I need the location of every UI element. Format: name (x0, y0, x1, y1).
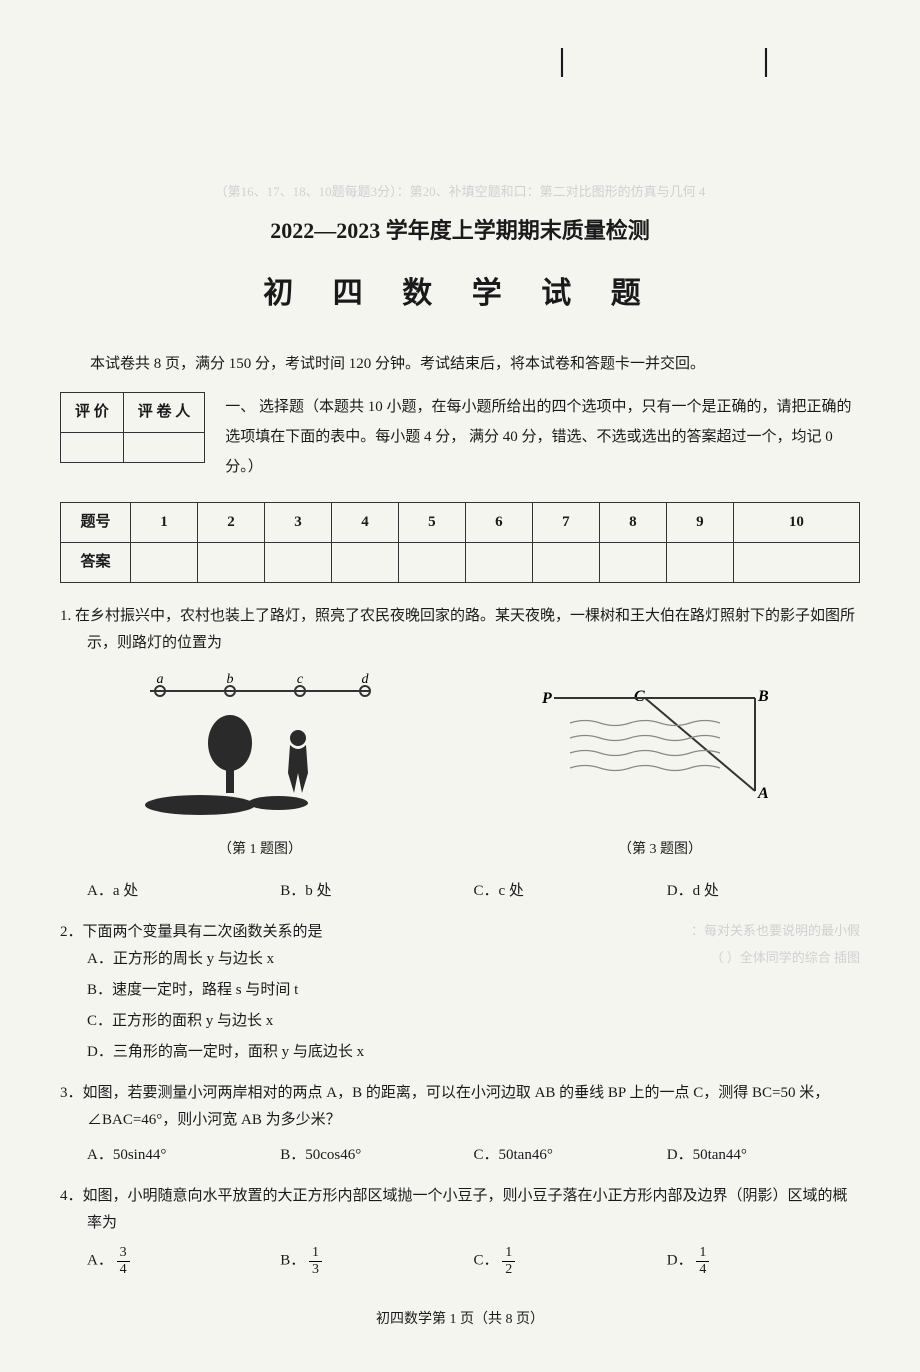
answer-value-row: 答案 (61, 542, 860, 582)
section1-header-row: 评 价 评 卷 人 一、 选择题（本题共 10 小题，在每小题所给出的四个选项中… (60, 392, 860, 482)
ans-10 (733, 542, 859, 582)
q3-options: A．50sin44° B．50cos46° C．50tan46° D．50tan… (60, 1142, 860, 1169)
question-4: 4．如图，小明随意向水平放置的大正方形内部区域抛一个小豆子，则小豆子落在小正方形… (60, 1183, 860, 1277)
q3-opt-d: D．50tan44° (667, 1142, 860, 1169)
q2-opt-c: C．正方形的面积 y 与边长 x (87, 1008, 860, 1035)
q4-opt-a: A． 3 4 (87, 1245, 280, 1277)
q4-text: 4．如图，小明随意向水平放置的大正方形内部区域抛一个小豆子，则小豆子落在小正方形… (60, 1183, 860, 1237)
frac-num: 1 (309, 1245, 322, 1261)
ans-1 (131, 542, 198, 582)
fig3-caption: （第 3 题图） (530, 837, 790, 862)
q4-opt-c: C． 1 2 (474, 1245, 667, 1277)
frac-num: 3 (117, 1245, 130, 1261)
grader-score-cell (61, 432, 124, 462)
col-5: 5 (398, 502, 465, 542)
answer-header-row: 题号 1 2 3 4 5 6 7 8 9 10 (61, 502, 860, 542)
figure-3: P C B A （第 3 题图） (530, 683, 790, 862)
q4-opt-d: D． 1 4 (667, 1245, 860, 1277)
q1-opt-c: C．c 处 (474, 878, 667, 905)
frac-den: 3 (309, 1262, 322, 1277)
answer-grid: 题号 1 2 3 4 5 6 7 8 9 10 答案 (60, 502, 860, 583)
col-1: 1 (131, 502, 198, 542)
figure-1: a b c d （第 1 题图） (130, 673, 390, 862)
svg-text:P: P (541, 690, 552, 707)
q2-opt-d: D．三角形的高一定时，面积 y 与底边长 x (87, 1039, 860, 1066)
q2-opt-a: A．正方形的周长 y 与边长 x (87, 946, 274, 973)
q4-d-label: D． (667, 1253, 693, 1269)
ans-7 (532, 542, 599, 582)
svg-text:B: B (757, 688, 769, 705)
col-3: 3 (264, 502, 331, 542)
q3-opt-b: B．50cos46° (280, 1142, 473, 1169)
figure-3-svg: P C B A (530, 683, 790, 823)
q1-opt-a: A．a 处 (87, 878, 280, 905)
fig1-caption: （第 1 题图） (130, 837, 390, 862)
question-2: 2．下面两个变量具有二次函数关系的是 ：每对关系也要说明的最小假 A．正方形的周… (60, 919, 860, 1066)
svg-text:A: A (757, 785, 769, 802)
faint-header-text: （第16、17、18、10题每题3分）：第20、补填空题和口：第二对比图形的仿真… (60, 180, 860, 203)
q1-options: A．a 处 B．b 处 C．c 处 D．d 处 (60, 878, 860, 905)
q2-faint2: （ ）全体同学的综合 插图 (710, 946, 860, 977)
grader-col-person: 评 卷 人 (123, 392, 205, 432)
frac-den: 4 (696, 1262, 709, 1277)
exam-subtitle: 初 四 数 学 试 题 (60, 267, 860, 321)
q2-text: 2．下面两个变量具有二次函数关系的是 (60, 919, 323, 946)
ans-9 (666, 542, 733, 582)
frac-den: 2 (502, 1262, 515, 1277)
answer-header-label: 题号 (61, 502, 131, 542)
frac-num: 1 (696, 1245, 709, 1261)
q3-text: 3．如图，若要测量小河两岸相对的两点 A，B 的距离，可以在小河边取 AB 的垂… (60, 1080, 860, 1134)
q4-a-label: A． (87, 1253, 113, 1269)
col-6: 6 (465, 502, 532, 542)
ans-6 (465, 542, 532, 582)
svg-text:d: d (362, 673, 370, 687)
q2-opt-b: B．速度一定时，路程 s 与时间 t (87, 977, 860, 1004)
ans-2 (197, 542, 264, 582)
fraction: 1 3 (309, 1245, 322, 1277)
q1-opt-b: B．b 处 (280, 878, 473, 905)
fraction: 1 4 (696, 1245, 709, 1277)
ans-8 (599, 542, 666, 582)
frac-den: 4 (117, 1262, 130, 1277)
page-punches: ｜ ｜ (548, 40, 820, 90)
q1-text: 1. 在乡村振兴中，农村也装上了路灯，照亮了农民夜晚回家的路。某天夜晚，一棵树和… (60, 603, 860, 657)
col-7: 7 (532, 502, 599, 542)
ans-4 (331, 542, 398, 582)
fraction: 3 4 (117, 1245, 130, 1277)
q2-faint: ：每对关系也要说明的最小假 (691, 919, 860, 946)
section1-intro: 一、 选择题（本题共 10 小题，在每小题所给出的四个选项中，只有一个是正确的，… (225, 392, 860, 482)
col-9: 9 (666, 502, 733, 542)
frac-num: 1 (502, 1245, 515, 1261)
question-1: 1. 在乡村振兴中，农村也装上了路灯，照亮了农民夜晚回家的路。某天夜晚，一棵树和… (60, 603, 860, 905)
figures-row: a b c d （第 1 题图） P C B A (60, 673, 860, 862)
fraction: 1 2 (502, 1245, 515, 1277)
grader-table: 评 价 评 卷 人 (60, 392, 205, 463)
q2-options: A．正方形的周长 y 与边长 x （ ）全体同学的综合 插图 B．速度一定时，路… (60, 946, 860, 1066)
exam-instructions: 本试卷共 8 页，满分 150 分，考试时间 120 分钟。考试结束后，将本试卷… (60, 351, 860, 378)
question-3: 3．如图，若要测量小河两岸相对的两点 A，B 的距离，可以在小河边取 AB 的垂… (60, 1080, 860, 1169)
q3-opt-a: A．50sin44° (87, 1142, 280, 1169)
svg-text:a: a (157, 673, 164, 687)
svg-text:C: C (634, 688, 645, 705)
svg-text:c: c (297, 673, 304, 687)
page-footer: 初四数学第 1 页（共 8 页） (60, 1307, 860, 1332)
exam-title: 2022—2023 学年度上学期期末质量检测 (60, 211, 860, 251)
q4-opt-b: B． 1 3 (280, 1245, 473, 1277)
q4-options: A． 3 4 B． 1 3 C． 1 2 D． 1 4 (60, 1245, 860, 1277)
col-2: 2 (197, 502, 264, 542)
grader-person-cell (123, 432, 205, 462)
col-10: 10 (733, 502, 859, 542)
svg-text:b: b (227, 673, 234, 687)
grader-col-score: 评 价 (61, 392, 124, 432)
q4-b-label: B． (280, 1253, 305, 1269)
ans-5 (398, 542, 465, 582)
col-4: 4 (331, 502, 398, 542)
figure-1-svg: a b c d (130, 673, 390, 823)
col-8: 8 (599, 502, 666, 542)
q3-opt-c: C．50tan46° (474, 1142, 667, 1169)
answer-row-label: 答案 (61, 542, 131, 582)
ans-3 (264, 542, 331, 582)
q4-c-label: C． (474, 1253, 499, 1269)
q1-opt-d: D．d 处 (667, 878, 860, 905)
